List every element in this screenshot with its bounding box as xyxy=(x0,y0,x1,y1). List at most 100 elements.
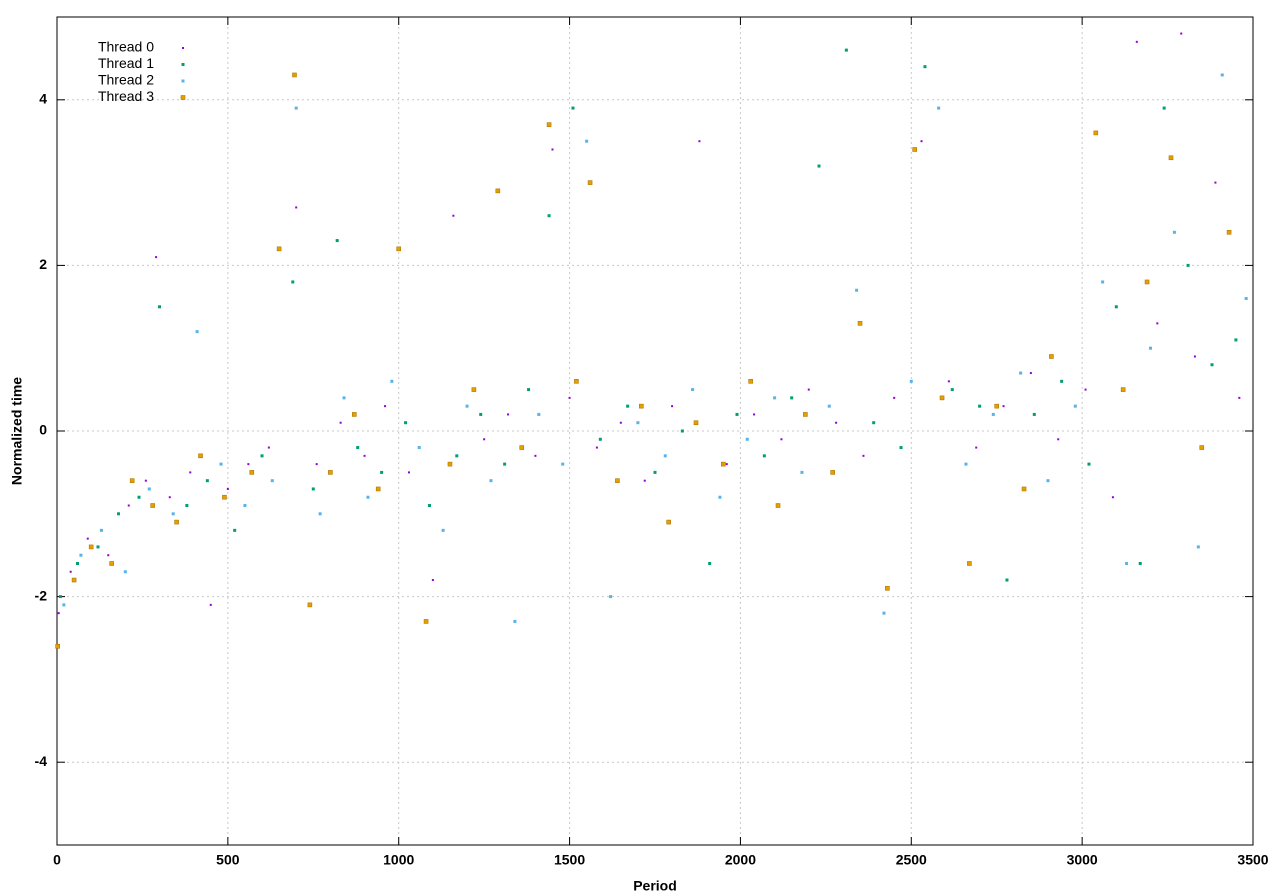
scatter-point xyxy=(698,140,701,143)
scatter-point xyxy=(1220,73,1224,77)
scatter-point xyxy=(99,528,103,532)
scatter-point xyxy=(762,454,766,458)
x-tick-label: 3000 xyxy=(1067,852,1098,868)
scatter-point xyxy=(835,421,838,424)
scatter-point xyxy=(267,446,270,449)
scatter-point xyxy=(1002,405,1005,408)
scatter-point xyxy=(780,438,783,441)
scatter-point xyxy=(519,445,525,450)
scatter-point xyxy=(318,512,322,516)
scatter-point xyxy=(189,471,192,474)
y-tick-label: 4 xyxy=(39,91,47,107)
scatter-point xyxy=(653,470,657,474)
scatter-point xyxy=(147,487,151,491)
scatter-point xyxy=(964,462,968,466)
scatter-point xyxy=(773,396,777,400)
y-tick-label: 2 xyxy=(39,256,47,272)
scatter-point xyxy=(339,421,342,424)
scatter-point xyxy=(1084,388,1087,391)
scatter-point xyxy=(233,528,237,532)
scatter-point xyxy=(923,65,927,69)
scatter-point xyxy=(619,421,622,424)
scatter-point xyxy=(893,396,896,399)
scatter-point xyxy=(1226,229,1232,235)
scatter-point xyxy=(407,471,410,474)
scatter-point xyxy=(615,478,620,483)
scatter-point xyxy=(69,570,72,573)
y-axis-label: Normalized time xyxy=(9,377,25,485)
scatter-point xyxy=(872,421,876,425)
scatter-point xyxy=(328,470,333,475)
scatter-point xyxy=(1172,230,1176,234)
scatter-point xyxy=(1144,279,1150,285)
x-tick-label: 500 xyxy=(216,852,240,868)
x-tick-label: 1500 xyxy=(554,852,585,868)
scatter-point xyxy=(307,602,313,608)
scatter-point xyxy=(123,570,127,574)
scatter-point xyxy=(270,479,274,483)
scatter-point xyxy=(967,561,972,566)
scatter-point xyxy=(636,421,640,425)
scatter-point xyxy=(150,503,155,508)
scatter-point xyxy=(693,420,699,426)
scatter-point xyxy=(609,595,613,599)
scatter-point xyxy=(1111,496,1114,499)
legend-label: Thread 2 xyxy=(98,72,154,88)
scatter-point xyxy=(62,603,66,607)
scatter-point xyxy=(1049,354,1054,359)
scatter-point xyxy=(168,496,171,499)
scatter-point xyxy=(1114,305,1118,309)
scatter-point xyxy=(827,404,831,408)
scatter-point xyxy=(495,188,501,194)
scatter-point xyxy=(1138,561,1142,565)
scatter-point xyxy=(994,403,1000,409)
scatter-point xyxy=(1180,32,1183,35)
scatter-point xyxy=(57,612,60,615)
legend-marker xyxy=(181,63,185,66)
y-tick-label: 0 xyxy=(39,422,47,438)
scatter-point xyxy=(680,429,684,433)
scatter-point xyxy=(1199,445,1205,450)
scatter-point xyxy=(1196,545,1200,549)
scatter-point xyxy=(86,537,89,540)
scatter-point xyxy=(571,106,575,110)
scatter-point xyxy=(691,388,695,392)
legend-marker xyxy=(181,79,185,83)
scatter-point xyxy=(857,321,863,326)
scatter-point xyxy=(471,387,477,392)
scatter-point xyxy=(465,404,469,408)
scatter-point xyxy=(109,561,114,566)
scatter-point xyxy=(1060,379,1064,383)
scatter-point xyxy=(1238,396,1241,399)
scatter-point xyxy=(1125,561,1129,565)
scatter-point xyxy=(547,214,551,218)
scatter-point xyxy=(335,239,339,243)
scatter-point xyxy=(276,246,282,252)
scatter-point xyxy=(315,463,318,466)
scatter-point xyxy=(912,147,918,152)
scatter-point xyxy=(718,495,722,499)
x-tick-label: 0 xyxy=(53,852,61,868)
scatter-point xyxy=(1093,130,1099,136)
scatter-point xyxy=(1162,106,1166,110)
scatter-point xyxy=(198,453,203,459)
scatter-point xyxy=(219,462,223,466)
scatter-point xyxy=(978,404,982,408)
scatter-point xyxy=(803,412,808,417)
scatter-point xyxy=(790,396,794,400)
scatter-point xyxy=(447,461,453,467)
scatter-point xyxy=(753,413,756,416)
scatter-point xyxy=(537,412,541,416)
scatter-point xyxy=(882,611,886,615)
scatter-point xyxy=(975,446,978,449)
scatter-point xyxy=(1210,363,1214,367)
scatter-point xyxy=(1234,338,1238,342)
scatter-point xyxy=(862,454,865,457)
scatter-point xyxy=(1148,346,1152,350)
scatter-point xyxy=(920,140,923,143)
scatter-point xyxy=(1168,155,1174,161)
scatter-point xyxy=(1244,297,1248,301)
scatter-point xyxy=(937,106,941,110)
scatter-point xyxy=(534,454,537,457)
legend-marker xyxy=(182,47,184,49)
